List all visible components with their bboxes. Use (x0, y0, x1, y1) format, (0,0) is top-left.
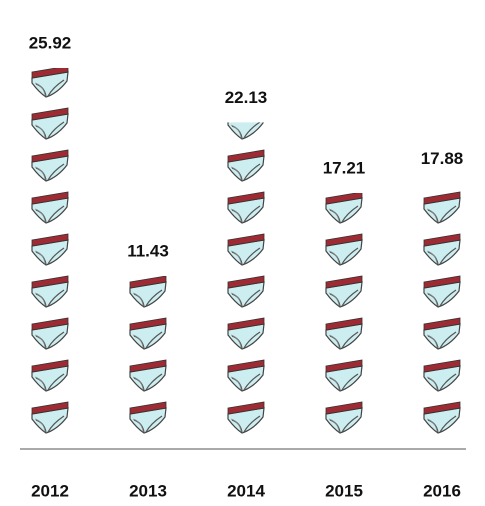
icon-stack (423, 191, 461, 434)
icon-stack (227, 122, 265, 434)
x-tick-label: 2013 (129, 481, 167, 500)
value-label: 25.92 (29, 34, 72, 53)
icon-stack (31, 68, 69, 434)
icon-stack (129, 275, 167, 434)
value-label: 22.13 (225, 88, 268, 107)
icon-stack (325, 193, 363, 434)
value-label: 17.88 (421, 149, 464, 168)
x-tick-label: 2015 (325, 481, 363, 500)
x-tick-label: 2012 (31, 481, 69, 500)
x-tick-label: 2016 (423, 481, 461, 500)
value-label: 17.21 (323, 159, 366, 178)
value-label: 11.43 (127, 241, 169, 260)
x-tick-label: 2014 (227, 481, 265, 500)
